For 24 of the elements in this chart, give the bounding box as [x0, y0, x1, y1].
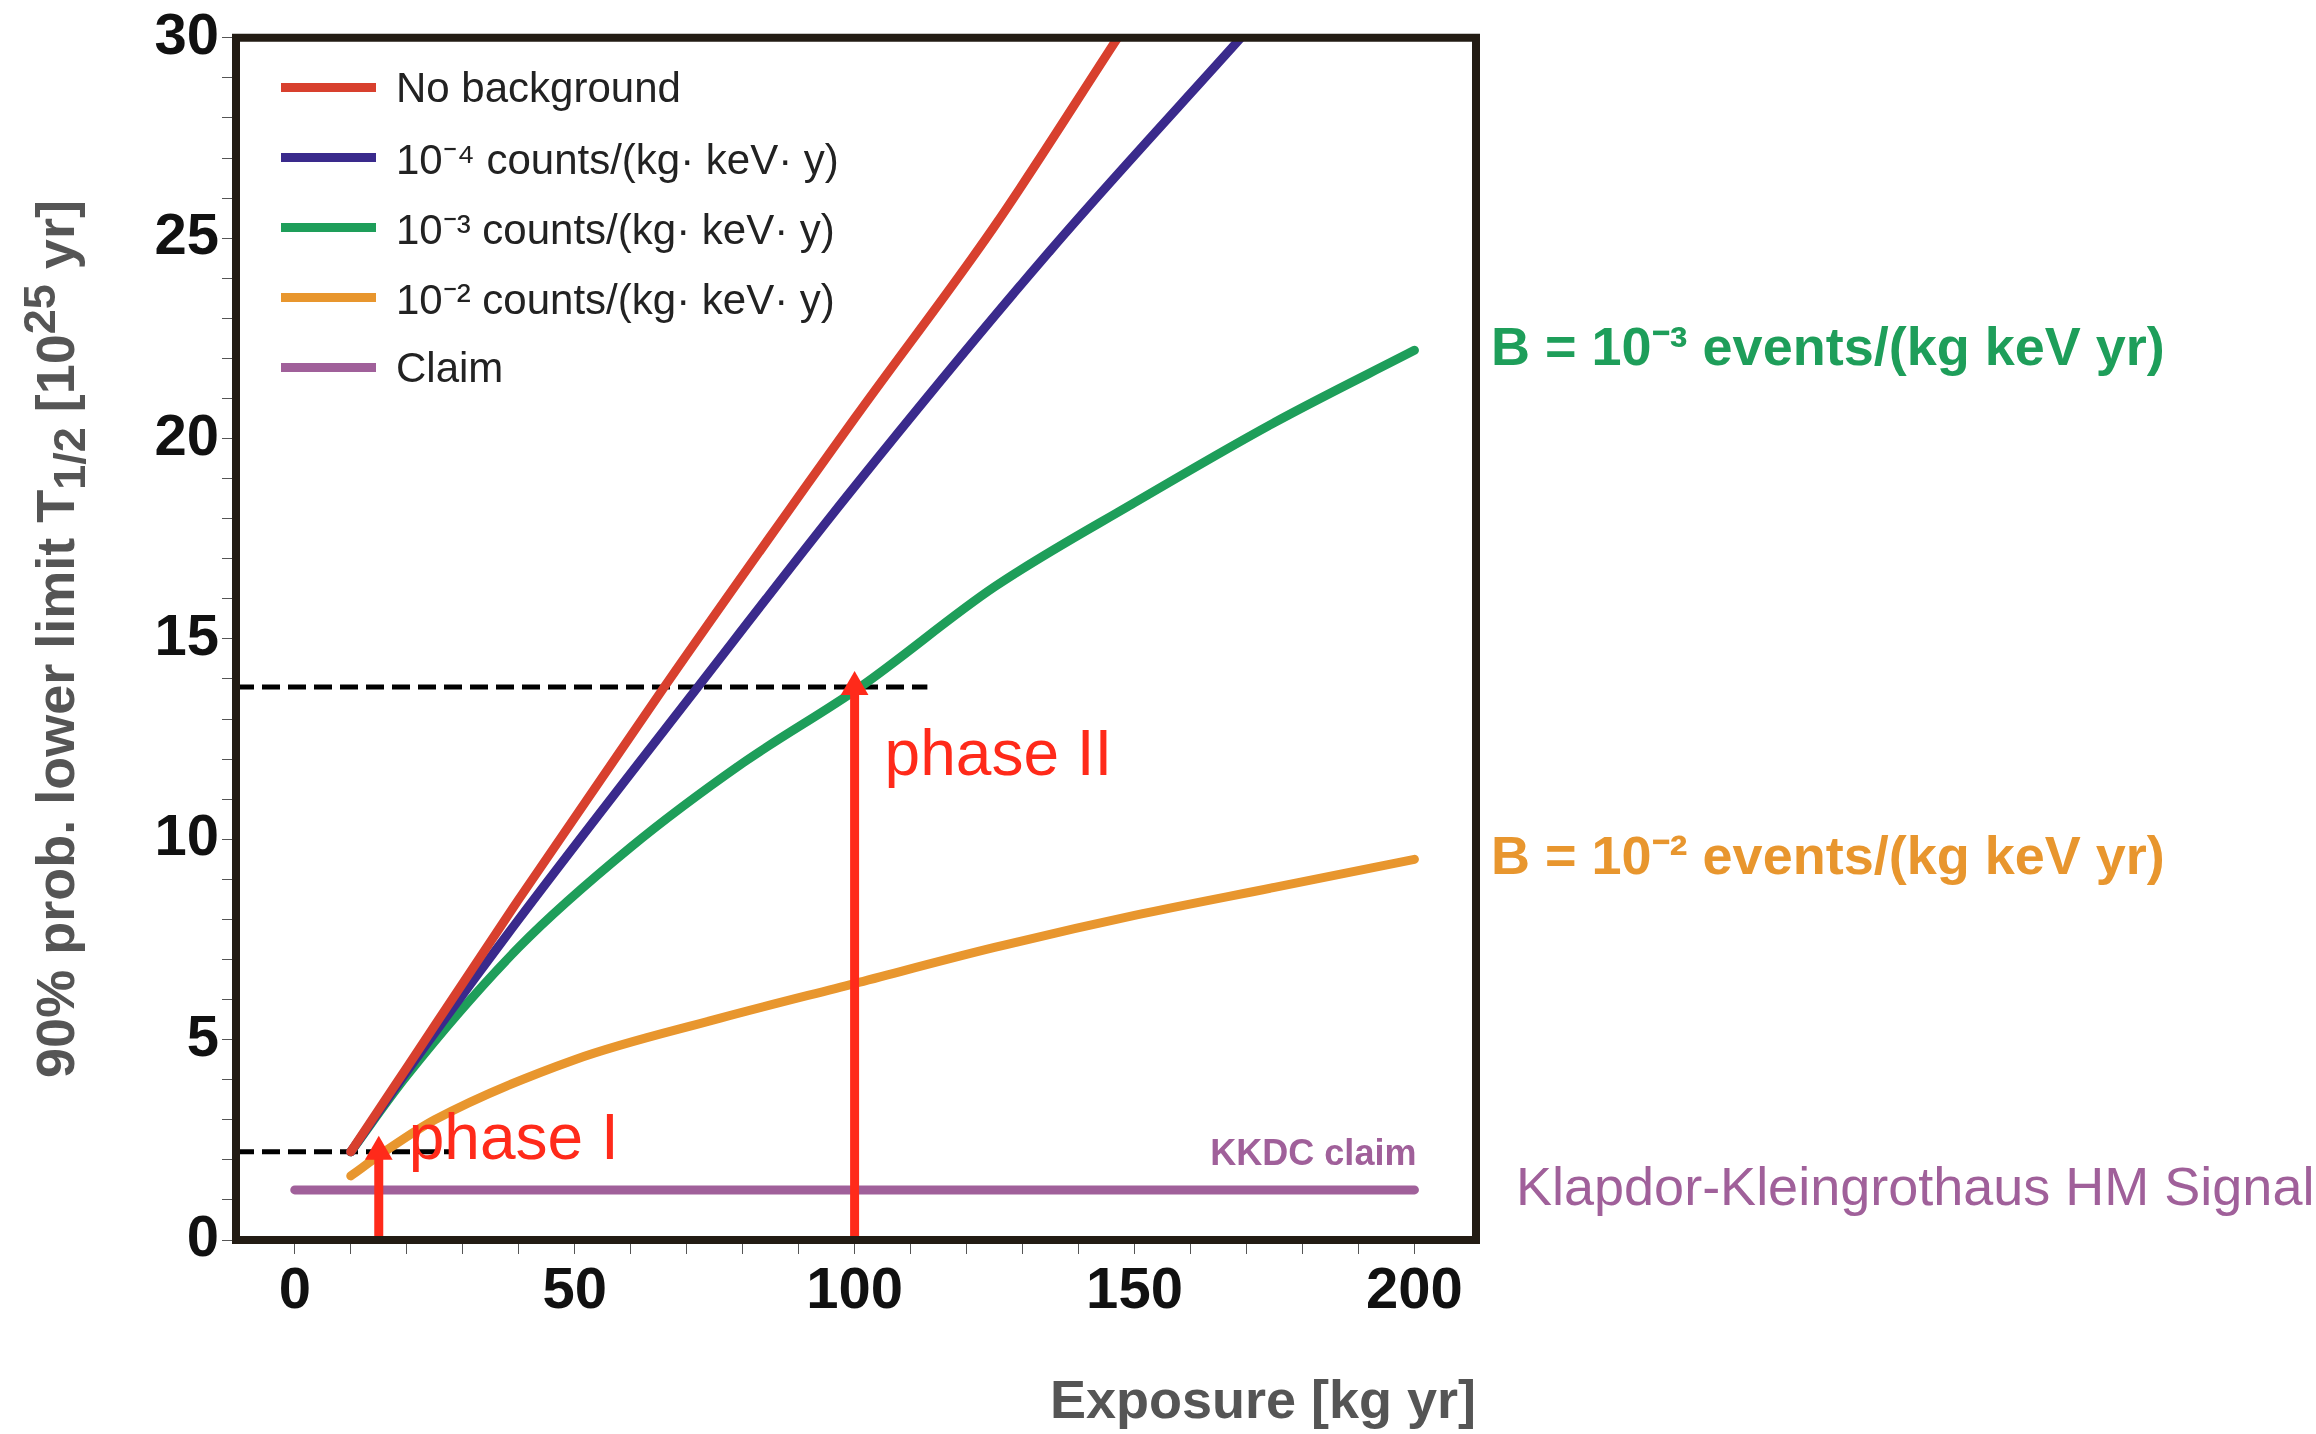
x-tick-label: 0: [278, 1254, 311, 1320]
legend-label: No background: [396, 63, 681, 112]
y-tick-label: 25: [154, 201, 219, 267]
annotation: phase II: [884, 716, 1113, 789]
y-tick-label: 20: [154, 401, 219, 467]
legend-label: 10⁻⁴ counts/(kg· keV· y): [396, 135, 839, 186]
y-tick-label: 5: [186, 1002, 219, 1068]
annotation: Klapdor-Kleingrothaus HM Signal: [1516, 1155, 2315, 1216]
legend-label: 10⁻² counts/(kg· keV· y): [396, 275, 835, 326]
annotation: KKDC claim: [1210, 1131, 1417, 1173]
y-tick-label: 30: [154, 0, 219, 66]
y-tick-label: 10: [154, 802, 219, 868]
y-tick-label: 0: [186, 1203, 219, 1268]
legend-label: Claim: [396, 343, 504, 392]
x-tick-label: 50: [542, 1254, 607, 1320]
x-axis-title: Exposure [kg yr]: [1049, 1368, 1476, 1430]
x-tick-label: 100: [806, 1254, 903, 1320]
annotation: phase I: [408, 1101, 619, 1174]
x-tick-label: 200: [1366, 1254, 1463, 1320]
legend-label: 10⁻³ counts/(kg· keV· y): [396, 205, 835, 256]
x-tick-label: 150: [1086, 1254, 1183, 1320]
annotation: B = 10⁻³ events/(kg keV yr): [1491, 316, 2165, 377]
y-tick-label: 15: [154, 601, 219, 667]
annotation: B = 10⁻² events/(kg keV yr): [1491, 825, 2165, 886]
